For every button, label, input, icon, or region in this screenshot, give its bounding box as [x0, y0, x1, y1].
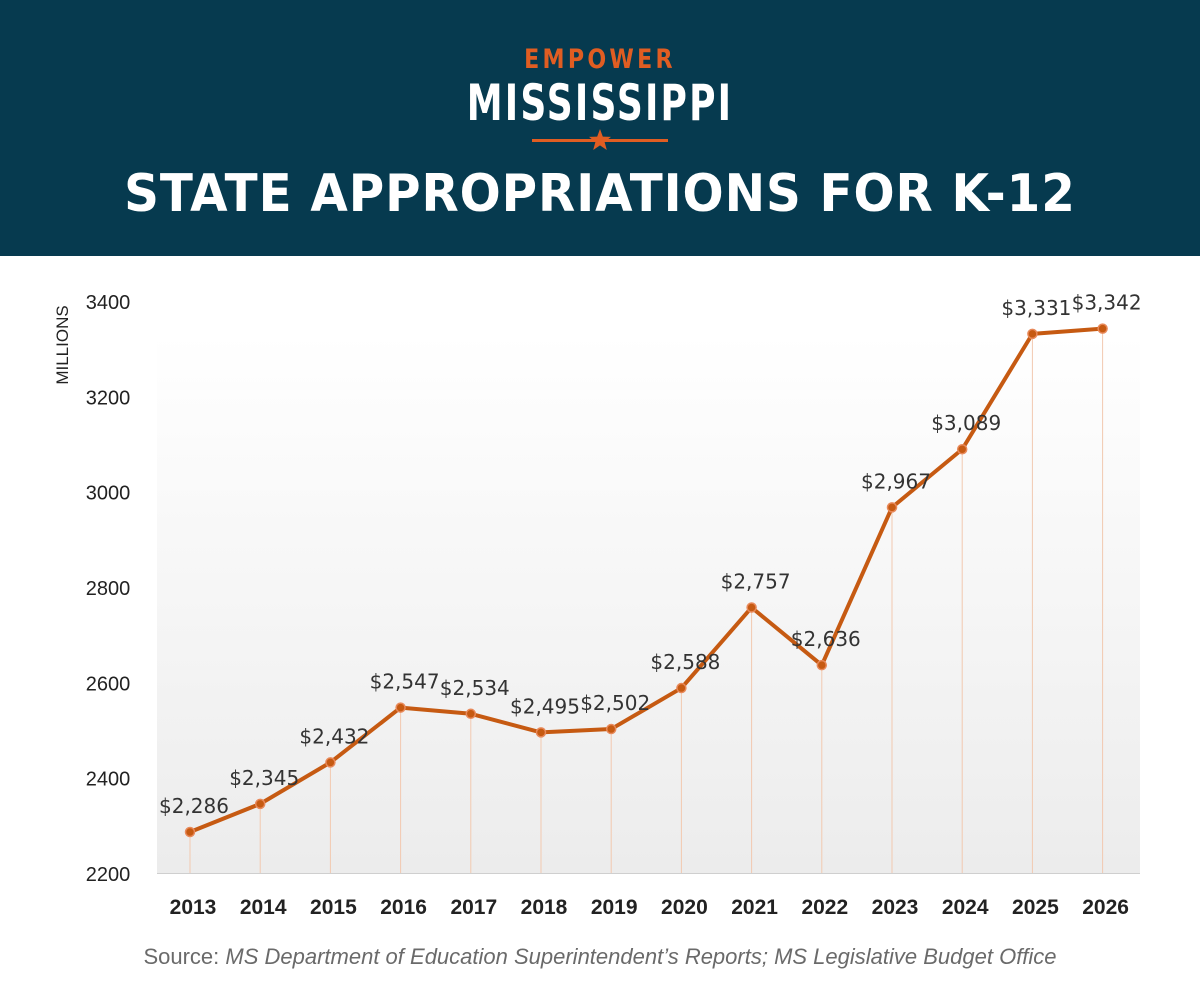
x-tick-label: 2023: [872, 896, 919, 919]
x-tick-label: 2015: [310, 896, 357, 919]
data-label: $2,757: [721, 569, 791, 593]
y-tick-label: 3400: [86, 292, 131, 314]
y-tick-label: 3000: [86, 483, 131, 505]
x-tick-label: 2024: [942, 896, 989, 919]
data-point: [676, 682, 687, 694]
data-label: $3,342: [1072, 291, 1142, 315]
x-tick-label: 2026: [1082, 896, 1129, 919]
y-tick-label: 2200: [86, 864, 131, 886]
logo-empower: EMPOWER: [524, 44, 676, 75]
data-point: [746, 602, 757, 613]
series-line: [188, 326, 1105, 835]
y-axis-title: MILLIONS: [53, 305, 72, 384]
data-point: [1027, 328, 1038, 340]
x-tick-label: 2019: [591, 896, 638, 919]
data-point: [605, 723, 617, 735]
source-prefix: Source:: [143, 944, 226, 969]
logo-mississippi: MISSISSIPPI: [466, 74, 734, 132]
data-label: $2,502: [580, 691, 650, 715]
y-tick-label: 3200: [86, 387, 131, 409]
data-label: $2,636: [791, 627, 861, 651]
data-label: $2,534: [440, 676, 510, 700]
source-note: Source: MS Department of Education Super…: [0, 944, 1200, 970]
data-point: [1097, 323, 1108, 334]
data-point: [886, 502, 898, 513]
x-tick-label: 2013: [170, 896, 217, 919]
x-tick-label: 2018: [521, 896, 568, 919]
logo-rule-right: [574, 139, 668, 142]
chart-area: MILLIONS 2200 2400 2600 2800 3000 3200 3400 2013…: [0, 256, 1200, 956]
data-label: $2,588: [650, 650, 720, 674]
data-point: [816, 659, 828, 671]
data-label: $2,967: [861, 469, 931, 493]
data-point: [465, 708, 477, 720]
data-point: [254, 798, 266, 810]
x-tick-label: 2017: [450, 896, 497, 919]
x-tick-label: 2022: [801, 896, 848, 919]
header-banner: EMPOWER MISSISSIPPI STATE APPROPRIATIONS…: [0, 0, 1200, 256]
data-label: $3,331: [1001, 296, 1071, 320]
data-label: $2,495: [510, 694, 580, 718]
data-label: $2,547: [370, 670, 440, 694]
data-label: $2,286: [159, 794, 229, 818]
data-point: [535, 727, 547, 738]
data-point: [395, 702, 406, 713]
y-tick-label: 2800: [86, 578, 131, 600]
data-label: $2,345: [229, 766, 299, 790]
x-tick-label: 2014: [240, 896, 287, 919]
x-tick-label: 2016: [380, 896, 427, 919]
line-chart: MILLIONS 2200 2400 2600 2800 3000 3200 3400 2013…: [53, 291, 1142, 919]
data-point: [184, 826, 196, 838]
y-tick-label: 2600: [86, 673, 131, 695]
data-point: [325, 757, 336, 768]
x-tick-label: 2021: [731, 896, 778, 919]
data-label: $2,432: [299, 724, 369, 748]
source-text: MS Department of Education Superintenden…: [225, 944, 1057, 969]
y-tick-label: 2400: [86, 769, 131, 791]
page-title: STATE APPROPRIATIONS FOR K-12: [124, 164, 1076, 224]
data-point: [956, 443, 968, 455]
x-tick-label: 2025: [1012, 896, 1059, 919]
x-tick-label: 2020: [661, 896, 708, 919]
data-label: $3,089: [931, 411, 1001, 435]
